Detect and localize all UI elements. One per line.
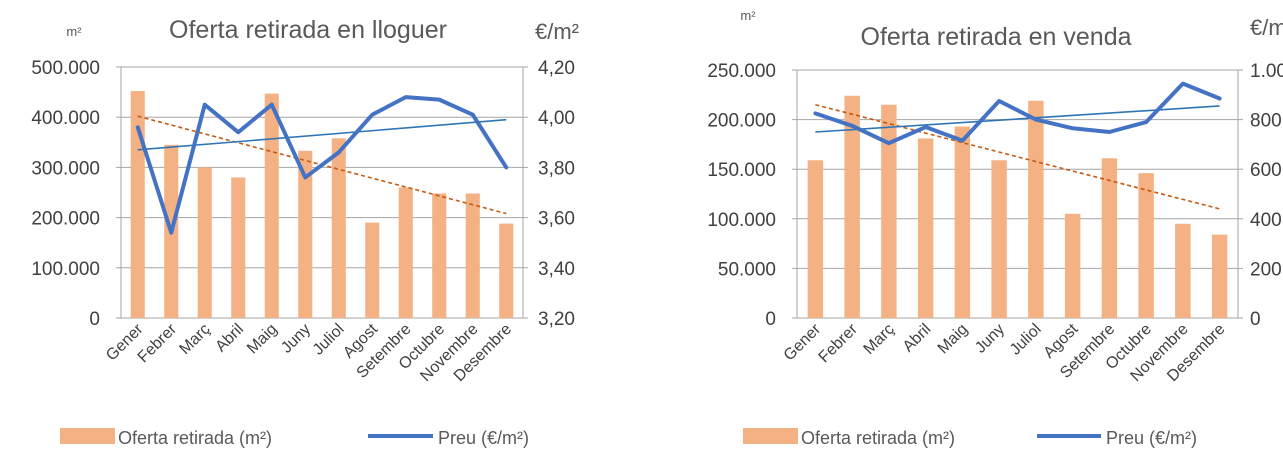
right-tick-label: 400 [1250, 210, 1282, 231]
left-tick-label: 0 [89, 309, 100, 330]
price-trendline [815, 105, 1220, 133]
bar [264, 93, 279, 318]
right-tick-label: 4,20 [538, 58, 575, 79]
bar [1138, 173, 1154, 318]
right-tick-label: 200 [1250, 259, 1282, 280]
right-tick-label: 0 [1250, 309, 1261, 330]
right-tick-label: 3,40 [538, 259, 575, 280]
right-tick-label: 600 [1250, 160, 1282, 181]
category-label: Juliol [1007, 321, 1045, 359]
left-tick-label: 100.000 [31, 259, 100, 280]
bar [465, 193, 480, 318]
right-axis-unit: €/m² [1250, 15, 1283, 40]
bar [954, 126, 971, 318]
category-label: Maig [244, 321, 281, 358]
category-label: Juny [278, 321, 314, 357]
bar [432, 193, 447, 318]
legend-bar-swatch [60, 428, 115, 444]
bar [917, 138, 934, 318]
left-tick-label: 50.000 [718, 259, 776, 280]
left-tick-label: 400.000 [31, 108, 100, 129]
chart-title: Oferta retirada en lloguer [169, 16, 447, 44]
bar [844, 95, 860, 319]
right-axis-unit: €/m² [535, 19, 579, 44]
right-tick-label: 3,80 [538, 158, 575, 179]
bar [991, 160, 1007, 318]
legend-line-label: Preu (€/m²) [1106, 428, 1197, 448]
category-label: Maig [935, 321, 972, 358]
bar [499, 223, 514, 318]
category-label: Març [861, 321, 898, 358]
right-tick-label: 3,20 [538, 309, 575, 330]
left-tick-label: 150.000 [707, 160, 776, 181]
bar [881, 104, 897, 318]
bar [365, 222, 380, 318]
bar [807, 160, 824, 318]
left-tick-label: 500.000 [31, 58, 100, 79]
bar [1175, 223, 1191, 318]
bar [1101, 158, 1118, 318]
bar [130, 91, 145, 318]
category-label: Juliol [310, 321, 348, 359]
bar [1211, 234, 1228, 318]
category-label: Abril [212, 321, 247, 356]
category-label: Abril [900, 321, 935, 356]
left-tick-label: 300.000 [31, 158, 100, 179]
left-tick-label: 100.000 [707, 210, 776, 231]
category-label: Juny [972, 321, 1008, 357]
left-axis-unit: m² [740, 8, 756, 23]
left-tick-label: 0 [765, 309, 776, 330]
left-tick-label: 200.000 [707, 111, 776, 132]
left-tick-label: 200.000 [31, 209, 100, 230]
bar-trendline [815, 103, 1220, 210]
legend-line-label: Preu (€/m²) [438, 428, 529, 448]
bar [331, 138, 346, 318]
right-tick-label: 1.000 [1250, 61, 1283, 82]
category-label: Març [176, 321, 213, 358]
chart-sale-withdrawn: 0 50.000 100.000 150.000 200.000 250.000 0 200 4… [707, 8, 1283, 448]
chart-rental-withdrawn: 0 100.000 200.000 300.000 400.000 500.000 3,20… [31, 16, 579, 448]
bar [197, 167, 212, 318]
left-tick-label: 250.000 [707, 61, 776, 82]
price-line [813, 81, 1222, 146]
category-label: Febrer [816, 320, 862, 366]
price-line [135, 95, 509, 235]
bar [1028, 100, 1044, 318]
bar [398, 187, 413, 318]
right-tick-label: 4,00 [538, 108, 575, 129]
left-axis-unit: m² [66, 24, 82, 39]
legend-bar-label: Oferta retirada (m²) [118, 428, 272, 448]
legend-bar-swatch [743, 428, 798, 444]
bar [231, 177, 246, 318]
category-label: Febrer [135, 320, 181, 366]
legend-bar-label: Oferta retirada (m²) [801, 428, 955, 448]
chart-title: Oferta retirada en venda [861, 23, 1132, 51]
price-trendline [137, 118, 507, 151]
bar [1064, 213, 1081, 318]
right-tick-label: 800 [1250, 111, 1282, 132]
bar [298, 150, 313, 318]
right-tick-label: 3,60 [538, 209, 575, 230]
